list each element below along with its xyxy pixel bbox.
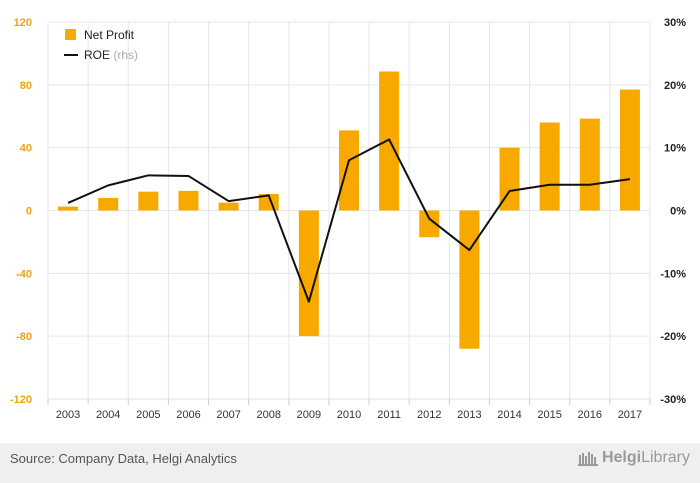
brand-name-part2: Library (641, 449, 690, 466)
x-axis-tick-label: 2004 (96, 409, 120, 421)
y-axis-right-tick-label: 0% (670, 206, 686, 218)
y-axis-right-tick-label: 20% (664, 80, 686, 92)
y-axis-left-tick-label: -80 (16, 331, 32, 343)
y-axis-left-tick-label: 120 (14, 17, 32, 29)
bar (419, 210, 440, 238)
x-axis-tick-label: 2013 (457, 409, 481, 421)
x-axis-tick-label: 2014 (497, 409, 521, 421)
legend-swatch-net-profit (65, 29, 76, 40)
bar (579, 118, 600, 211)
y-axis-left-tick-label: -40 (16, 268, 32, 280)
x-axis-tick-label: 2012 (417, 409, 441, 421)
x-axis-tick-label: 2016 (578, 409, 602, 421)
x-axis-tick-label: 2005 (136, 409, 160, 421)
x-axis-tick-label: 2003 (56, 409, 80, 421)
bar (178, 190, 199, 211)
x-axis-tick-label: 2009 (297, 409, 321, 421)
y-axis-left-tick-label: 0 (26, 206, 32, 218)
source-note: Source: Company Data, Helgi Analytics (10, 451, 237, 466)
bar (98, 197, 119, 211)
legend-label-roe: ROE (rhs) (84, 48, 138, 62)
y-axis-right-tick-label: 10% (664, 143, 686, 155)
x-axis-tick-label: 2017 (618, 409, 642, 421)
legend-label-net-profit: Net Profit (84, 28, 135, 42)
y-axis-left-tick-label: 80 (20, 80, 32, 92)
chart: 120 80 40 0 -40 -80 -120 30% 20% 10% 0% -10% -20% -30… (10, 17, 686, 421)
helgi-library-logo-icon (577, 452, 598, 466)
x-axis-tick-label: 2010 (337, 409, 361, 421)
x-axis-tick-label: 2015 (537, 409, 561, 421)
roe-line (67, 138, 631, 303)
bar (459, 210, 480, 349)
y-axis-right-tick-label: 30% (664, 17, 686, 29)
bar (539, 122, 560, 211)
bar (218, 202, 239, 211)
bar (499, 147, 520, 211)
x-axis-tick-label: 2007 (216, 409, 240, 421)
bar (138, 191, 159, 211)
x-axis-tick-label: 2011 (377, 409, 401, 421)
y-axis-left-tick-label: 40 (20, 143, 32, 155)
y-axis-right-tick-label: -20% (660, 331, 686, 343)
bar (339, 130, 359, 211)
x-axis-tick-label: 2006 (176, 409, 200, 421)
bar (619, 89, 640, 211)
legend-label-roe-suffix: (rhs) (113, 48, 138, 62)
y-axis-right-tick-label: -10% (660, 268, 686, 280)
y-axis-right-tick-label: -30% (660, 394, 686, 406)
x-axis-tick-label: 2008 (256, 409, 280, 421)
bar (298, 210, 319, 337)
brand-name-part1: Helgi (601, 449, 642, 466)
bar (58, 206, 79, 211)
brand[interactable]: HelgiLibrary (577, 449, 690, 467)
y-axis-left-tick-label: -120 (10, 394, 32, 406)
